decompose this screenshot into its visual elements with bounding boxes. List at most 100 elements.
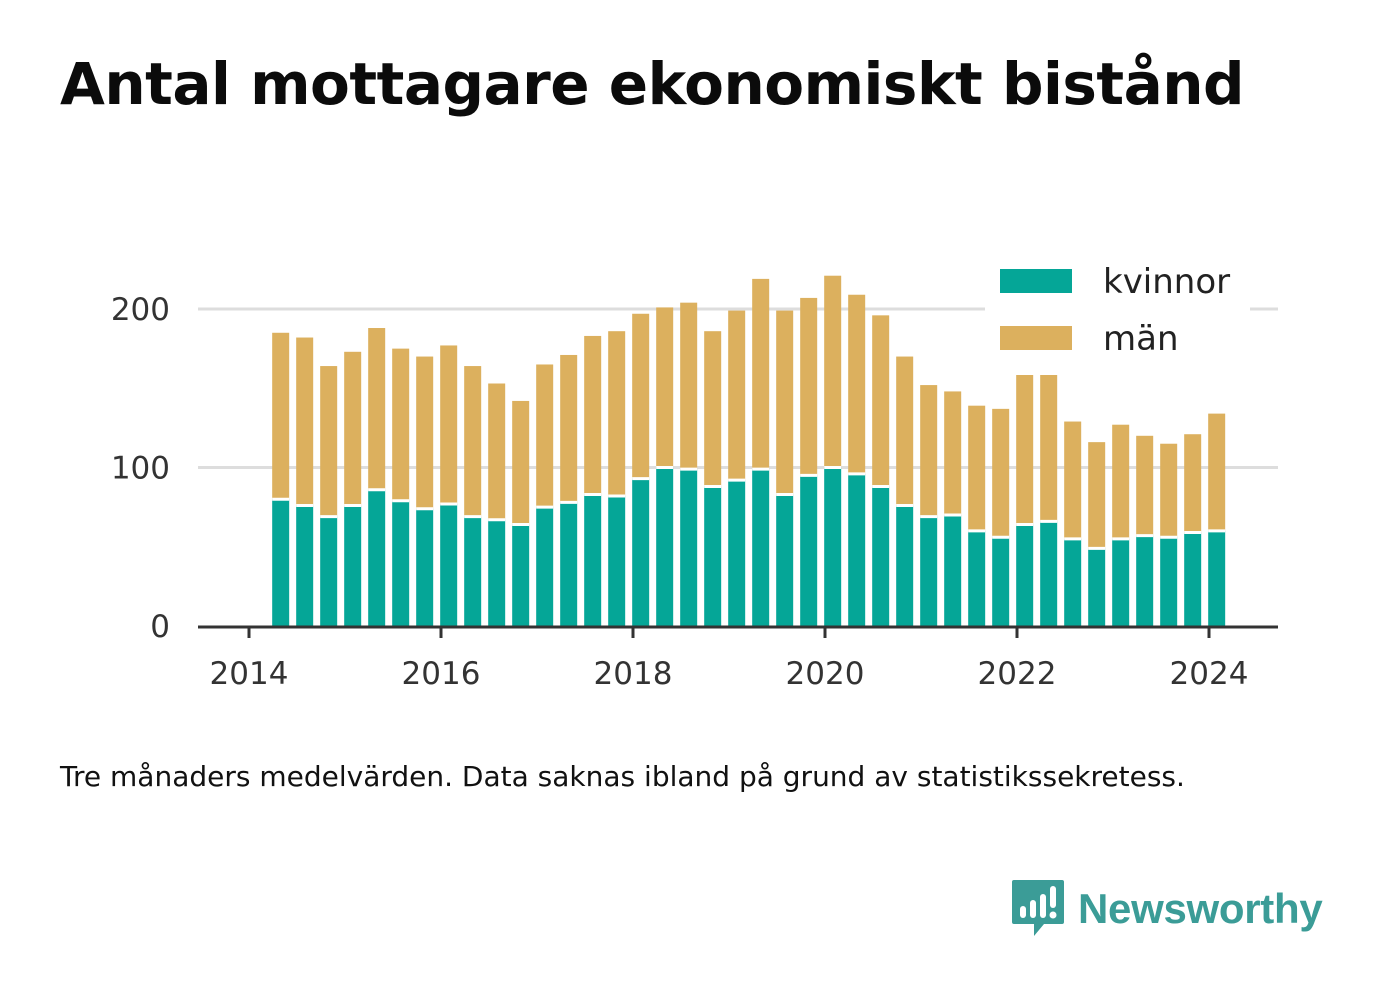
bar-man-36: [1136, 435, 1154, 536]
bar-man-16: [656, 307, 674, 468]
bar-man-23: [824, 275, 842, 468]
bar-man-1: [296, 337, 314, 506]
bar-kvinnor-2: [320, 516, 338, 626]
bar-kvinnor-22: [800, 475, 818, 626]
bar-kvinnor-27: [920, 516, 938, 626]
bar-man-19: [728, 310, 746, 481]
bar-man-28: [944, 391, 962, 516]
chart-title: Antal mottagare ekonomiskt bistånd: [60, 50, 1245, 118]
bar-kvinnor-20: [752, 469, 770, 626]
bar-kvinnor-9: [488, 519, 506, 626]
bar-kvinnor-39: [1208, 530, 1226, 626]
bar-man-26: [896, 356, 914, 506]
bar-kvinnor-13: [584, 494, 602, 626]
bar-man-5: [392, 348, 410, 501]
bar-man-30: [992, 408, 1010, 538]
bar-man-31: [1016, 373, 1034, 525]
bar-kvinnor-38: [1184, 532, 1202, 626]
legend-swatch-1: [1000, 326, 1072, 350]
bar-kvinnor-37: [1160, 537, 1178, 626]
bar-kvinnor-3: [344, 505, 362, 626]
bar-kvinnor-25: [872, 486, 890, 626]
bar-man-15: [632, 313, 650, 479]
newsworthy-logo-icon: [1012, 880, 1064, 936]
bar-man-22: [800, 297, 818, 476]
bar-man-29: [968, 405, 986, 531]
bar-man-2: [320, 366, 338, 517]
y-tick-label: 0: [150, 609, 170, 645]
bar-man-8: [464, 366, 482, 517]
bar-man-9: [488, 383, 506, 520]
x-tick-label: 2020: [786, 656, 865, 692]
bar-man-34: [1088, 442, 1106, 549]
bar-kvinnor-12: [560, 502, 578, 626]
bar-kvinnor-6: [416, 508, 434, 626]
legend-swatch-0: [1000, 269, 1072, 293]
bar-man-3: [344, 351, 362, 506]
bar-kvinnor-14: [608, 496, 626, 626]
bar-man-38: [1184, 434, 1202, 533]
bar-man-7: [440, 345, 458, 504]
bar-kvinnor-21: [776, 494, 794, 626]
bar-kvinnor-4: [368, 489, 386, 626]
brand-name: Newsworthy: [1078, 885, 1323, 932]
bar-kvinnor-24: [848, 473, 866, 626]
bar-man-18: [704, 331, 722, 487]
bar-kvinnor-30: [992, 537, 1010, 626]
x-tick-label: 2022: [978, 656, 1057, 692]
y-tick-label: 100: [111, 451, 170, 487]
bar-man-24: [848, 294, 866, 474]
brand-logo[interactable]: Newsworthy: [1010, 878, 1323, 940]
y-tick-label: 200: [111, 292, 170, 328]
bar-man-32: [1040, 373, 1058, 522]
bar-man-37: [1160, 443, 1178, 538]
bar-kvinnor-35: [1112, 538, 1130, 626]
bar-kvinnor-16: [656, 467, 674, 626]
bar-man-14: [608, 331, 626, 497]
bar-kvinnor-29: [968, 530, 986, 626]
bar-kvinnor-8: [464, 516, 482, 626]
legend-label-0: kvinnor: [1103, 262, 1230, 302]
bar-kvinnor-28: [944, 515, 962, 626]
bar-man-17: [680, 302, 698, 470]
bar-kvinnor-0: [272, 499, 290, 626]
bar-kvinnor-19: [728, 480, 746, 626]
x-tick-label: 2024: [1170, 656, 1249, 692]
x-tick-label: 2016: [402, 656, 481, 692]
bar-kvinnor-33: [1064, 538, 1082, 626]
legend: kvinnor män: [985, 255, 1250, 375]
bar-man-6: [416, 356, 434, 509]
bar-kvinnor-5: [392, 500, 410, 626]
bar-kvinnor-17: [680, 469, 698, 626]
axes: 0 100 200 2014 2016 2018 2020 2022 2024: [111, 292, 1278, 692]
chart-caption: Tre månaders medelvärden. Data saknas ib…: [60, 760, 1185, 793]
bar-kvinnor-34: [1088, 548, 1106, 626]
bar-kvinnor-31: [1016, 524, 1034, 626]
bar-kvinnor-23: [824, 467, 842, 626]
bar-man-27: [920, 385, 938, 517]
bar-man-0: [272, 332, 290, 500]
bar-man-21: [776, 310, 794, 495]
bar-man-33: [1064, 421, 1082, 539]
bar-kvinnor-15: [632, 478, 650, 626]
bar-man-35: [1112, 424, 1130, 539]
legend-label-1: män: [1103, 319, 1179, 359]
x-tick-label: 2014: [210, 656, 289, 692]
bar-man-10: [512, 400, 530, 525]
bars: [272, 275, 1226, 626]
bar-kvinnor-26: [896, 505, 914, 626]
bar-kvinnor-36: [1136, 535, 1154, 626]
bar-man-12: [560, 354, 578, 503]
bar-kvinnor-10: [512, 524, 530, 626]
bar-kvinnor-7: [440, 503, 458, 626]
bar-man-11: [536, 364, 554, 508]
bar-kvinnor-32: [1040, 521, 1058, 626]
bar-man-13: [584, 335, 602, 495]
bar-man-4: [368, 328, 386, 490]
bar-kvinnor-11: [536, 507, 554, 626]
bar-man-20: [752, 278, 770, 470]
bar-kvinnor-18: [704, 486, 722, 626]
x-tick-label: 2018: [594, 656, 673, 692]
bar-man-25: [872, 315, 890, 487]
